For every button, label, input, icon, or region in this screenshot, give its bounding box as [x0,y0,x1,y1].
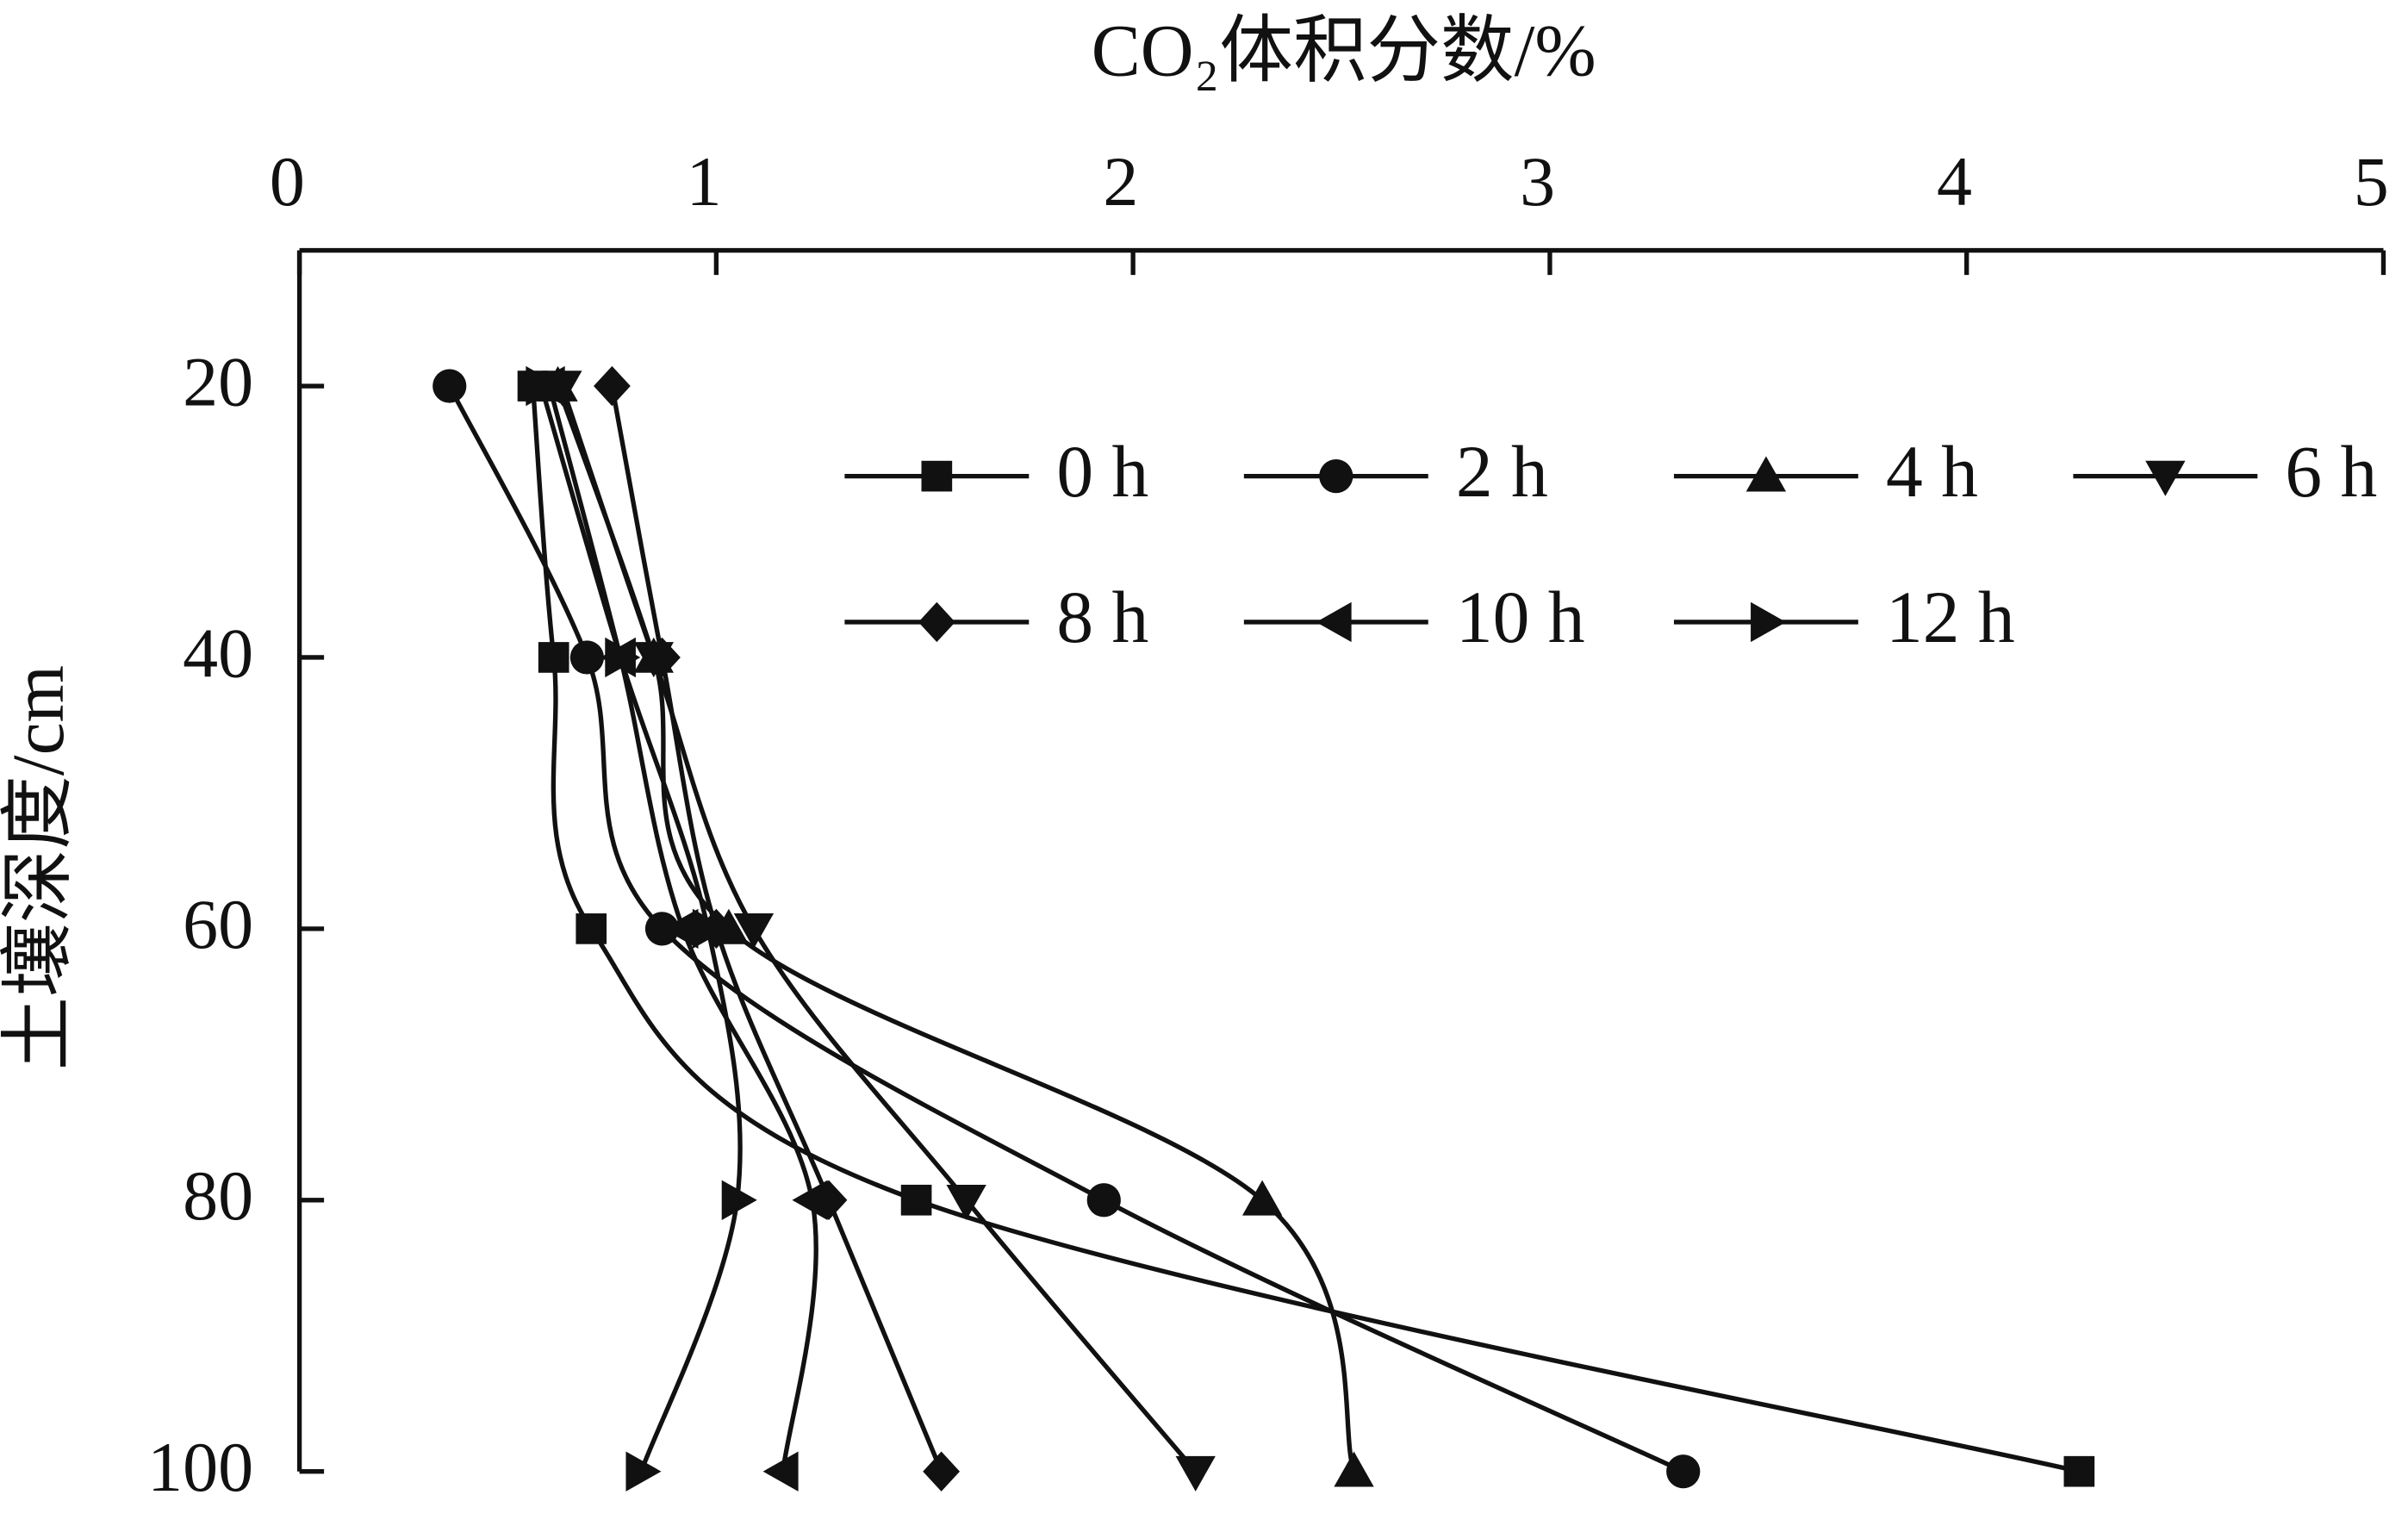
data-point [1334,1451,1374,1487]
y-tick-label: 80 [183,1156,253,1235]
data-point [663,908,699,950]
data-point [2063,1455,2095,1487]
x-tick-label: 0 [270,142,305,221]
data-point [692,908,728,950]
data-point [1175,1455,1216,1492]
x-tick-label: 3 [1520,142,1555,221]
data-point [644,637,681,678]
x-tick-label: 5 [2354,142,2389,221]
data-point [432,369,467,403]
legend-marker [921,460,953,492]
legend-marker [2145,460,2186,496]
series-line [559,385,1198,1473]
data-point [1241,1180,1283,1216]
data-point [900,1184,932,1216]
data-point [569,640,605,675]
x-tick-label: 2 [1103,142,1138,221]
legend-label: 4 h [1886,431,1978,513]
y-tick-label: 60 [183,885,253,963]
legend-marker [1751,601,1787,643]
x-tick-label: 4 [1937,142,1972,221]
legend-label: 8 h [1056,576,1148,658]
legend-marker [1745,456,1787,492]
data-point [644,912,680,946]
y-tick-label: 20 [183,342,253,420]
x-tick-label: 1 [687,142,722,221]
data-point [733,913,775,950]
data-point [625,1451,662,1492]
data-point [762,1451,799,1492]
data-point [594,365,631,407]
data-point [923,1451,960,1492]
legend-label: 10 h [1456,576,1585,658]
legend-label: 2 h [1456,431,1548,513]
data-point [946,1184,986,1220]
data-point [576,913,607,944]
data-point [526,365,562,407]
legend-marker [918,601,955,643]
series-line [530,385,2080,1474]
data-point [721,1180,757,1220]
y-tick-label: 40 [183,614,253,692]
data-point [1086,1183,1121,1218]
data-point [538,642,569,673]
legend-label: 12 h [1886,576,2015,658]
y-axis-label: 土壤深度/cm [0,665,79,1070]
y-tick-label: 100 [147,1428,253,1506]
legend-marker [1316,601,1352,643]
legend-marker [1319,459,1353,494]
legend-label: 0 h [1056,431,1148,513]
data-point [792,1180,828,1220]
data-point [1666,1454,1701,1489]
legend-label: 6 h [2285,431,2377,513]
x-axis-label: CO₂体积分数/% [1092,9,1596,91]
series-line [447,384,1684,1474]
data-point [605,637,641,678]
